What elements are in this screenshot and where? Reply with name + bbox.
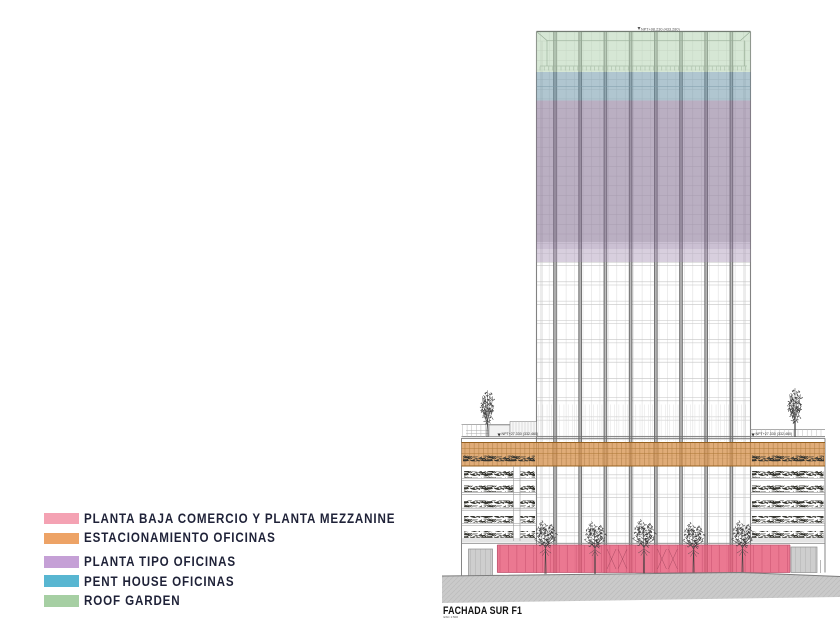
svg-text:ESC 1:500: ESC 1:500 — [444, 615, 459, 619]
svg-text:NPT+27.330 (332.460): NPT+27.330 (332.460) — [756, 432, 793, 436]
svg-text:NPT+27.330 (332.460): NPT+27.330 (332.460) — [502, 432, 539, 436]
svg-text:FACHADA SUR F1: FACHADA SUR F1 — [443, 605, 522, 617]
svg-text:NPT+98.230 (433.280): NPT+98.230 (433.280) — [641, 28, 680, 32]
